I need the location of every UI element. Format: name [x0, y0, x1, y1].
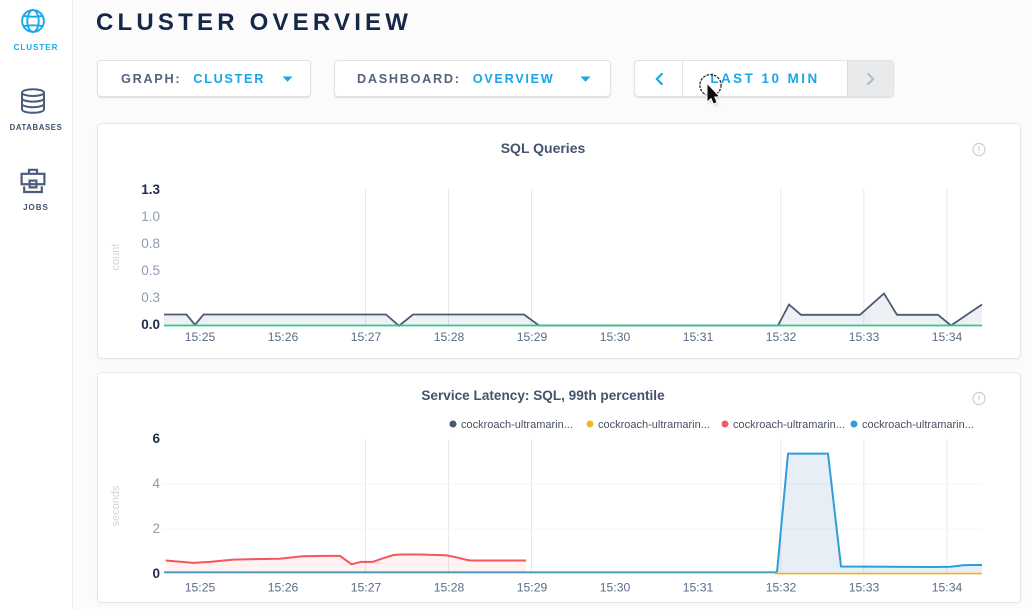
svg-text:15:26: 15:26 — [268, 581, 299, 595]
svg-text:cockroach-ultramarin...: cockroach-ultramarin... — [461, 419, 573, 431]
svg-text:15:29: 15:29 — [517, 581, 548, 595]
svg-text:0.0: 0.0 — [141, 317, 160, 332]
svg-text:seconds: seconds — [110, 485, 122, 526]
svg-text:0.5: 0.5 — [141, 263, 160, 278]
svg-text:cockroach-ultramarin...: cockroach-ultramarin... — [862, 419, 974, 431]
svg-text:cockroach-ultramarin...: cockroach-ultramarin... — [598, 419, 710, 431]
svg-text:cockroach-ultramarin...: cockroach-ultramarin... — [733, 419, 845, 431]
svg-text:15:34: 15:34 — [932, 581, 963, 595]
svg-text:4: 4 — [152, 476, 160, 491]
svg-text:Service Latency: SQL, 99th per: Service Latency: SQL, 99th percentile — [421, 388, 665, 403]
svg-text:0: 0 — [152, 566, 160, 581]
svg-text:15:32: 15:32 — [766, 330, 797, 344]
svg-text:15:27: 15:27 — [351, 330, 382, 344]
svg-text:6: 6 — [152, 431, 160, 446]
svg-text:1.0: 1.0 — [141, 209, 160, 224]
svg-text:SQL Queries: SQL Queries — [501, 140, 586, 156]
svg-text:15:25: 15:25 — [185, 581, 216, 595]
svg-text:15:28: 15:28 — [434, 581, 465, 595]
svg-text:1.3: 1.3 — [141, 182, 160, 197]
svg-text:15:31: 15:31 — [683, 581, 714, 595]
svg-text:15:33: 15:33 — [849, 330, 880, 344]
svg-text:15:31: 15:31 — [683, 330, 714, 344]
svg-text:15:28: 15:28 — [434, 330, 465, 344]
svg-text:15:27: 15:27 — [351, 581, 382, 595]
svg-text:count: count — [110, 244, 122, 271]
svg-text:2: 2 — [152, 521, 160, 536]
svg-text:15:30: 15:30 — [600, 330, 631, 344]
svg-text:15:30: 15:30 — [600, 581, 631, 595]
svg-text:15:33: 15:33 — [849, 581, 880, 595]
svg-text:15:25: 15:25 — [185, 330, 216, 344]
svg-text:15:32: 15:32 — [766, 581, 797, 595]
svg-text:0.3: 0.3 — [141, 290, 160, 305]
svg-text:15:34: 15:34 — [932, 330, 963, 344]
svg-text:15:29: 15:29 — [517, 330, 548, 344]
svg-text:15:26: 15:26 — [268, 330, 299, 344]
svg-text:0.8: 0.8 — [141, 236, 160, 251]
